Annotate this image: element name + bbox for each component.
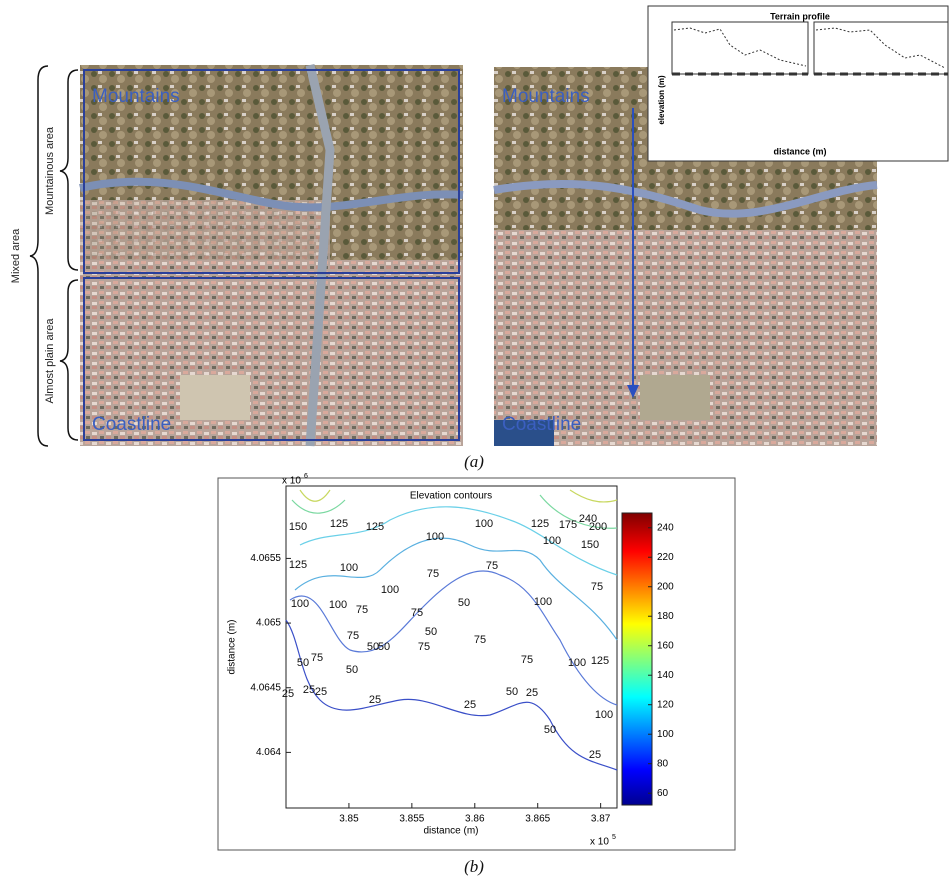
- contour-label: 75: [486, 560, 498, 572]
- contour-label: 175: [559, 519, 577, 531]
- contour-label: 50: [506, 686, 518, 698]
- y-multiplier-exponent: 6: [304, 473, 308, 480]
- x-tick-label: 3.855: [399, 814, 424, 825]
- colorbar-tick-label: 80: [657, 758, 669, 769]
- contour-label: 100: [340, 562, 358, 574]
- colorbar-tick-label: 200: [657, 581, 674, 592]
- contour-label: 150: [289, 521, 307, 533]
- contour-label: 75: [474, 634, 486, 646]
- contour-label: 75: [521, 654, 533, 666]
- contour-label: 50: [378, 641, 390, 653]
- contour-label: 50: [458, 597, 470, 609]
- contour-label: 100: [475, 518, 493, 530]
- y-tick-label: 4.064: [256, 747, 281, 758]
- panel-label: (a): [464, 452, 484, 471]
- contour-label: 200: [589, 521, 607, 533]
- image-label: Coastline: [92, 414, 171, 435]
- contour-label: 100: [543, 535, 561, 547]
- contour-label: 75: [356, 604, 368, 616]
- x-axis-label: distance (m): [423, 826, 478, 837]
- contour-label: 75: [427, 568, 439, 580]
- contour-label: 100: [291, 598, 309, 610]
- bracket-label: Almost plain area: [44, 318, 56, 404]
- contour-label: 25: [526, 687, 538, 699]
- contour-label: 25: [464, 699, 476, 711]
- image-label: Coastline: [502, 414, 581, 435]
- bracket-label: Mixed area: [10, 228, 22, 283]
- colorbar-tick-label: 160: [657, 640, 674, 651]
- x-tick-label: 3.85: [339, 814, 359, 825]
- colorbar-tick-label: 140: [657, 670, 674, 681]
- contour-label: 50: [425, 626, 437, 638]
- contour-label: 50: [544, 724, 556, 736]
- image-label: Mountains: [92, 86, 180, 107]
- y-tick-label: 4.065: [256, 618, 281, 629]
- x-tick-label: 3.87: [591, 814, 611, 825]
- bracket-label: Mountainous area: [44, 126, 56, 215]
- contour-label: 100: [534, 596, 552, 608]
- colorbar-tick-label: 120: [657, 699, 674, 710]
- y-multiplier: x 10: [282, 476, 301, 487]
- contour-label: 75: [347, 630, 359, 642]
- contour-label: 100: [595, 709, 613, 721]
- contour-label: 50: [297, 657, 309, 669]
- x-tick-label: 3.86: [465, 814, 485, 825]
- terrain-profile-inset: Terrain profile distance (m) elevation (…: [648, 6, 948, 161]
- contour-label: 75: [411, 607, 423, 619]
- colorbar-tick-label: 240: [657, 522, 674, 533]
- contour-label: 100: [329, 599, 347, 611]
- x-multiplier-exponent: 5: [612, 834, 616, 841]
- x-tick-label: 3.865: [525, 814, 550, 825]
- figure: Mountains Coastline Mountains Coastline …: [0, 0, 949, 879]
- contour-label: 100: [426, 531, 444, 543]
- contour-label: 75: [311, 652, 323, 664]
- contour-label: 125: [330, 518, 348, 530]
- contour-label: 25: [315, 686, 327, 698]
- colorbar-tick-label: 100: [657, 729, 674, 740]
- contour-label: 125: [591, 655, 609, 667]
- contour-label: 125: [366, 521, 384, 533]
- contour-label: 25: [303, 684, 315, 696]
- contour-label: 25: [282, 688, 294, 700]
- left-satellite-image: Mountains Coastline: [80, 65, 463, 446]
- contour-label: 75: [418, 641, 430, 653]
- inset-y-label: elevation (m): [657, 75, 666, 125]
- contour-label: 125: [289, 559, 307, 571]
- y-tick-label: 4.0645: [250, 682, 281, 693]
- colorbar-tick-label: 220: [657, 552, 674, 563]
- y-tick-label: 4.0655: [250, 553, 281, 564]
- panel-label: (b): [464, 857, 484, 876]
- contour-label: 150: [581, 539, 599, 551]
- contour-label: 100: [568, 657, 586, 669]
- contour-label: 25: [369, 694, 381, 706]
- contour-label: 75: [591, 581, 603, 593]
- colorbar-tick-label: 60: [657, 788, 669, 799]
- plot-title: Elevation contours: [410, 491, 492, 502]
- contour-label: 25: [589, 749, 601, 761]
- x-multiplier: x 10: [590, 837, 609, 848]
- inset-x-label: distance (m): [773, 146, 826, 156]
- inset-title: Terrain profile: [770, 11, 830, 21]
- contour-label: 50: [346, 664, 358, 676]
- contour-label: 100: [381, 584, 399, 596]
- contour-label: 125: [531, 518, 549, 530]
- y-axis-label: distance (m): [227, 619, 238, 674]
- colorbar-tick-label: 180: [657, 611, 674, 622]
- image-label: Mountains: [502, 86, 590, 107]
